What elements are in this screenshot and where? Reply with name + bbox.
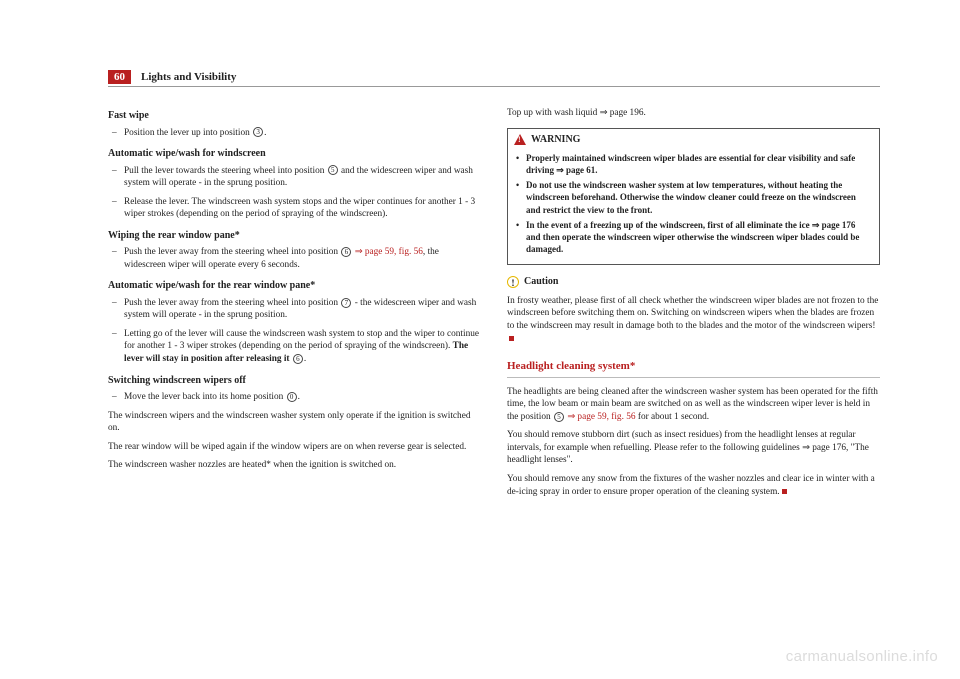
warning-body: •Properly maintained windscreen wiper bl… bbox=[508, 146, 879, 264]
text: ⇒ page 61. bbox=[556, 165, 597, 175]
paragraph: The windscreen wipers and the windscreen… bbox=[108, 410, 481, 435]
dash: – bbox=[112, 328, 124, 366]
position-marker: 5 bbox=[554, 412, 564, 422]
item-text: Letting go of the lever will cause the w… bbox=[124, 328, 481, 366]
position-marker: 3 bbox=[253, 127, 263, 137]
paragraph: You should remove any snow from the fixt… bbox=[507, 473, 880, 498]
paragraph: The rear window will be wiped again if t… bbox=[108, 441, 481, 454]
paragraph: You should remove stubborn dirt (such as… bbox=[507, 429, 880, 467]
text: In frosty weather, please first of all c… bbox=[507, 296, 878, 331]
text: In the event of a freezing up of the win… bbox=[526, 220, 812, 230]
subhead-rear-wipe: Wiping the rear window pane* bbox=[108, 229, 481, 243]
position-marker: 6 bbox=[341, 247, 351, 257]
page-number: 60 bbox=[108, 70, 131, 84]
list-item: – Pull the lever towards the steering wh… bbox=[108, 165, 481, 190]
text: for about 1 second. bbox=[638, 412, 709, 422]
item-text: Release the lever. The windscreen wash s… bbox=[124, 196, 481, 221]
position-marker: 5 bbox=[328, 165, 338, 175]
section-title: Headlight cleaning system* bbox=[507, 359, 880, 378]
list-item: – Letting go of the lever will cause the… bbox=[108, 328, 481, 366]
text: Position the lever up into position bbox=[124, 128, 250, 138]
page-ref: ⇒ page 59, fig. 56 bbox=[355, 247, 423, 257]
text: Letting go of the lever will cause the w… bbox=[124, 329, 479, 352]
text: Push the lever away from the steering wh… bbox=[124, 298, 338, 308]
subhead-switch-off: Switching windscreen wipers off bbox=[108, 374, 481, 388]
warning-header: WARNING bbox=[508, 129, 879, 147]
page-ref: ⇒ page 59, fig. 56 bbox=[567, 412, 635, 422]
dash: – bbox=[112, 127, 124, 140]
list-item: – Push the lever away from the steering … bbox=[108, 297, 481, 322]
warning-text: Properly maintained windscreen wiper bla… bbox=[526, 152, 871, 176]
text: You should remove any snow from the fixt… bbox=[507, 474, 875, 497]
chapter-title: Lights and Visibility bbox=[141, 71, 236, 83]
dash: – bbox=[112, 297, 124, 322]
warning-item: •Properly maintained windscreen wiper bl… bbox=[516, 152, 871, 176]
subhead-fast-wipe: Fast wipe bbox=[108, 109, 481, 123]
position-marker: 6 bbox=[293, 354, 303, 364]
list-item: – Move the lever back into its home posi… bbox=[108, 391, 481, 404]
bullet: • bbox=[516, 219, 526, 255]
position-marker: 7 bbox=[341, 298, 351, 308]
warning-icon bbox=[514, 134, 526, 145]
item-text: Push the lever away from the steering wh… bbox=[124, 246, 481, 271]
warning-box: WARNING •Properly maintained windscreen … bbox=[507, 128, 880, 266]
bullet: • bbox=[516, 152, 526, 176]
warning-title: WARNING bbox=[531, 133, 580, 147]
dash: – bbox=[112, 246, 124, 271]
list-item: – Position the lever up into position 3. bbox=[108, 127, 481, 140]
paragraph: Top up with wash liquid ⇒ page 196. bbox=[507, 107, 880, 120]
watermark: carmanualsonline.info bbox=[786, 648, 938, 665]
subhead-auto-rear: Automatic wipe/wash for the rear window … bbox=[108, 279, 481, 293]
warning-text: In the event of a freezing up of the win… bbox=[526, 219, 871, 255]
text: Push the lever away from the steering wh… bbox=[124, 247, 338, 257]
text: Pull the lever towards the steering whee… bbox=[124, 166, 324, 176]
item-text: Push the lever away from the steering wh… bbox=[124, 297, 481, 322]
bullet: • bbox=[516, 179, 526, 215]
list-item: – Push the lever away from the steering … bbox=[108, 246, 481, 271]
page-header: 60 Lights and Visibility bbox=[108, 70, 880, 87]
right-column: Top up with wash liquid ⇒ page 196. WARN… bbox=[507, 101, 880, 504]
caution-body: In frosty weather, please first of all c… bbox=[507, 295, 880, 345]
caution-title: Caution bbox=[524, 275, 558, 289]
item-text: Pull the lever towards the steering whee… bbox=[124, 165, 481, 190]
dash: – bbox=[112, 196, 124, 221]
caution-icon: ! bbox=[507, 276, 519, 288]
text: . bbox=[304, 354, 306, 364]
paragraph: The headlights are being cleaned after t… bbox=[507, 386, 880, 424]
item-text: Position the lever up into position 3. bbox=[124, 127, 481, 140]
paragraph: The windscreen washer nozzles are heated… bbox=[108, 459, 481, 472]
columns: Fast wipe – Position the lever up into p… bbox=[108, 101, 880, 504]
subhead-auto-wipe: Automatic wipe/wash for windscreen bbox=[108, 147, 481, 161]
item-text: Move the lever back into its home positi… bbox=[124, 391, 481, 404]
dash: – bbox=[112, 391, 124, 404]
warning-text: Do not use the windscreen washer system … bbox=[526, 179, 871, 215]
list-item: – Release the lever. The windscreen wash… bbox=[108, 196, 481, 221]
left-column: Fast wipe – Position the lever up into p… bbox=[108, 101, 481, 504]
position-marker: 0 bbox=[287, 392, 297, 402]
manual-page: 60 Lights and Visibility Fast wipe – Pos… bbox=[0, 0, 960, 524]
warning-item: •In the event of a freezing up of the wi… bbox=[516, 219, 871, 255]
end-mark-icon bbox=[782, 489, 787, 494]
end-mark-icon bbox=[509, 336, 514, 341]
dash: – bbox=[112, 165, 124, 190]
text: Move the lever back into its home positi… bbox=[124, 392, 283, 402]
text: . bbox=[298, 392, 300, 402]
caution-header: ! Caution bbox=[507, 275, 880, 289]
warning-item: •Do not use the windscreen washer system… bbox=[516, 179, 871, 215]
text: . bbox=[264, 128, 266, 138]
